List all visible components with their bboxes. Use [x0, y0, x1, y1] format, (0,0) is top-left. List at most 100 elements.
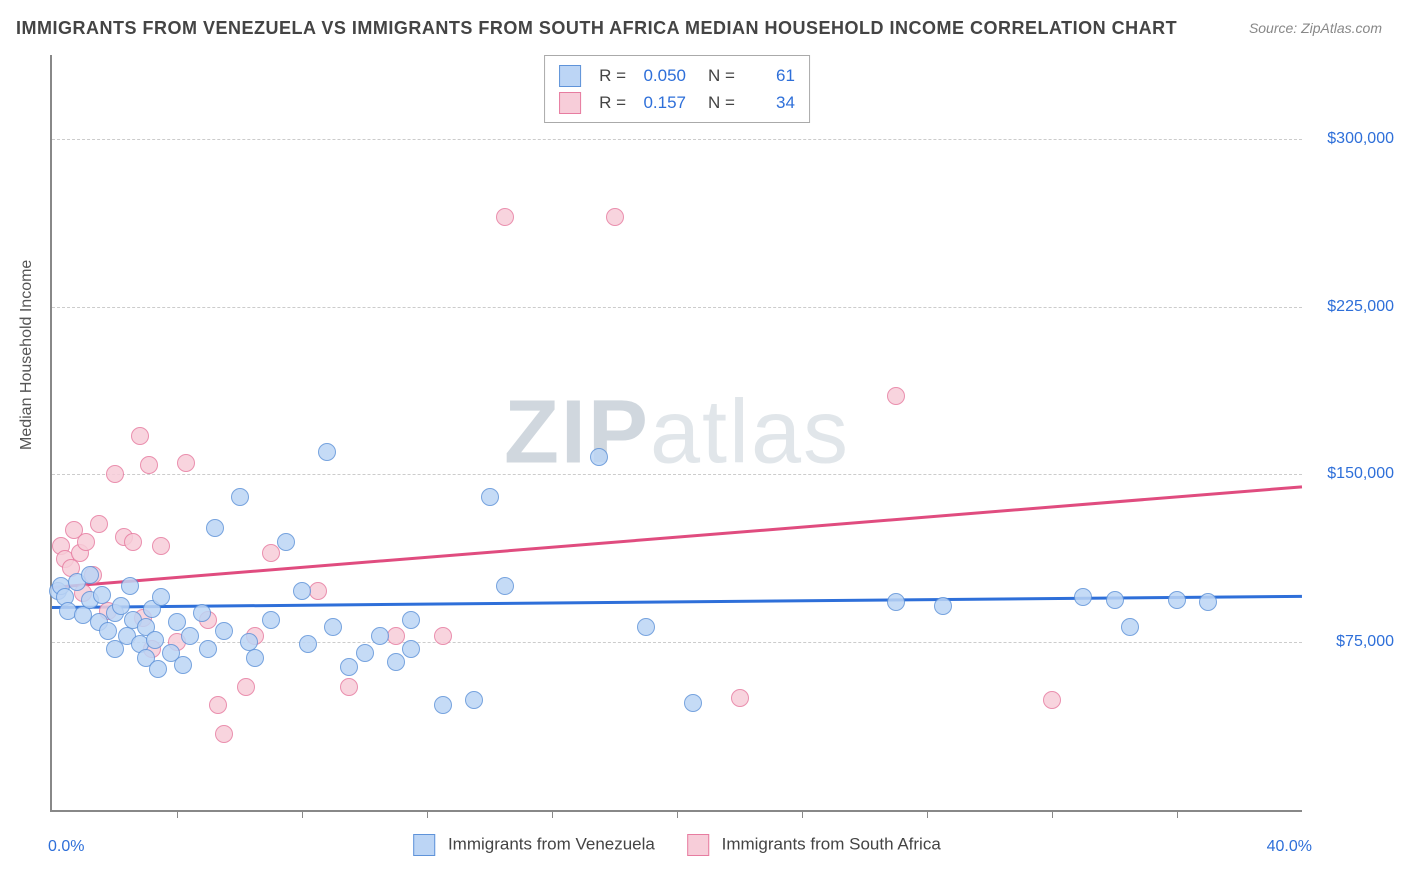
data-point-venezuela	[402, 611, 420, 629]
data-point-southafrica	[887, 387, 905, 405]
swatch-southafrica	[687, 834, 709, 856]
gridline-h	[52, 307, 1302, 308]
data-point-venezuela	[934, 597, 952, 615]
data-point-southafrica	[124, 533, 142, 551]
data-point-venezuela	[231, 488, 249, 506]
n-label: N =	[708, 89, 735, 116]
gridline-h	[52, 474, 1302, 475]
x-tick-mark	[427, 810, 428, 818]
r-label: R =	[599, 62, 626, 89]
data-point-venezuela	[181, 627, 199, 645]
data-point-venezuela	[152, 588, 170, 606]
data-point-venezuela	[99, 622, 117, 640]
swatch-venezuela	[413, 834, 435, 856]
r-label: R =	[599, 89, 626, 116]
data-point-southafrica	[106, 465, 124, 483]
chart-title: IMMIGRANTS FROM VENEZUELA VS IMMIGRANTS …	[16, 18, 1177, 39]
x-tick-mark	[802, 810, 803, 818]
legend-label-southafrica: Immigrants from South Africa	[722, 834, 941, 853]
r-value-southafrica: 0.157	[636, 89, 686, 116]
data-point-southafrica	[262, 544, 280, 562]
data-point-venezuela	[174, 656, 192, 674]
n-value-venezuela: 61	[745, 62, 795, 89]
data-point-venezuela	[146, 631, 164, 649]
data-point-venezuela	[206, 519, 224, 537]
data-point-southafrica	[177, 454, 195, 472]
data-point-southafrica	[434, 627, 452, 645]
data-point-southafrica	[1043, 691, 1061, 709]
data-point-southafrica	[340, 678, 358, 696]
data-point-southafrica	[215, 725, 233, 743]
data-point-venezuela	[1168, 591, 1186, 609]
data-point-southafrica	[140, 456, 158, 474]
watermark: ZIPatlas	[504, 381, 850, 484]
data-point-venezuela	[1074, 588, 1092, 606]
n-value-southafrica: 34	[745, 89, 795, 116]
data-point-venezuela	[81, 566, 99, 584]
x-tick-mark	[552, 810, 553, 818]
data-point-venezuela	[481, 488, 499, 506]
legend-label-venezuela: Immigrants from Venezuela	[448, 834, 655, 853]
y-tick-label: $150,000	[1309, 465, 1394, 483]
data-point-venezuela	[887, 593, 905, 611]
data-point-venezuela	[434, 696, 452, 714]
x-tick-mark	[1177, 810, 1178, 818]
data-point-venezuela	[356, 644, 374, 662]
data-point-venezuela	[277, 533, 295, 551]
data-point-venezuela	[215, 622, 233, 640]
swatch-southafrica	[559, 92, 581, 114]
data-point-venezuela	[93, 586, 111, 604]
gridline-h	[52, 139, 1302, 140]
x-tick-mark	[1052, 810, 1053, 818]
x-tick-max: 40.0%	[1267, 838, 1312, 856]
data-point-venezuela	[324, 618, 342, 636]
watermark-zip: ZIP	[504, 382, 650, 482]
x-tick-mark	[677, 810, 678, 818]
legend-item-southafrica: Immigrants from South Africa	[687, 834, 941, 856]
legend-item-venezuela: Immigrants from Venezuela	[413, 834, 655, 856]
x-tick-mark	[302, 810, 303, 818]
data-point-southafrica	[496, 208, 514, 226]
y-tick-label: $300,000	[1309, 130, 1394, 148]
data-point-venezuela	[590, 448, 608, 466]
data-point-southafrica	[237, 678, 255, 696]
y-tick-label: $225,000	[1309, 298, 1394, 316]
legend: Immigrants from Venezuela Immigrants fro…	[413, 834, 941, 856]
data-point-southafrica	[209, 696, 227, 714]
data-point-southafrica	[131, 427, 149, 445]
data-point-southafrica	[90, 515, 108, 533]
data-point-venezuela	[149, 660, 167, 678]
swatch-venezuela	[559, 65, 581, 87]
x-tick-min: 0.0%	[48, 838, 84, 856]
data-point-venezuela	[262, 611, 280, 629]
data-point-venezuela	[318, 443, 336, 461]
data-point-venezuela	[1199, 593, 1217, 611]
data-point-venezuela	[199, 640, 217, 658]
y-tick-label: $75,000	[1309, 633, 1394, 651]
data-point-venezuela	[496, 577, 514, 595]
watermark-atlas: atlas	[650, 382, 850, 482]
data-point-venezuela	[637, 618, 655, 636]
x-tick-mark	[927, 810, 928, 818]
stats-box: R = 0.050 N = 61 R = 0.157 N = 34	[544, 55, 810, 123]
source-label: Source: ZipAtlas.com	[1249, 20, 1382, 36]
data-point-venezuela	[246, 649, 264, 667]
n-label: N =	[708, 62, 735, 89]
data-point-venezuela	[293, 582, 311, 600]
data-point-southafrica	[152, 537, 170, 555]
data-point-venezuela	[1121, 618, 1139, 636]
data-point-southafrica	[387, 627, 405, 645]
data-point-venezuela	[684, 694, 702, 712]
data-point-venezuela	[465, 691, 483, 709]
data-point-venezuela	[387, 653, 405, 671]
r-value-venezuela: 0.050	[636, 62, 686, 89]
data-point-venezuela	[371, 627, 389, 645]
data-point-southafrica	[309, 582, 327, 600]
stats-row-southafrica: R = 0.157 N = 34	[559, 89, 795, 116]
data-point-venezuela	[340, 658, 358, 676]
data-point-southafrica	[77, 533, 95, 551]
x-tick-mark	[177, 810, 178, 818]
scatter-plot: ZIPatlas R = 0.050 N = 61 R = 0.157 N = …	[50, 55, 1302, 812]
data-point-venezuela	[299, 635, 317, 653]
y-axis-label: Median Household Income	[18, 260, 36, 450]
